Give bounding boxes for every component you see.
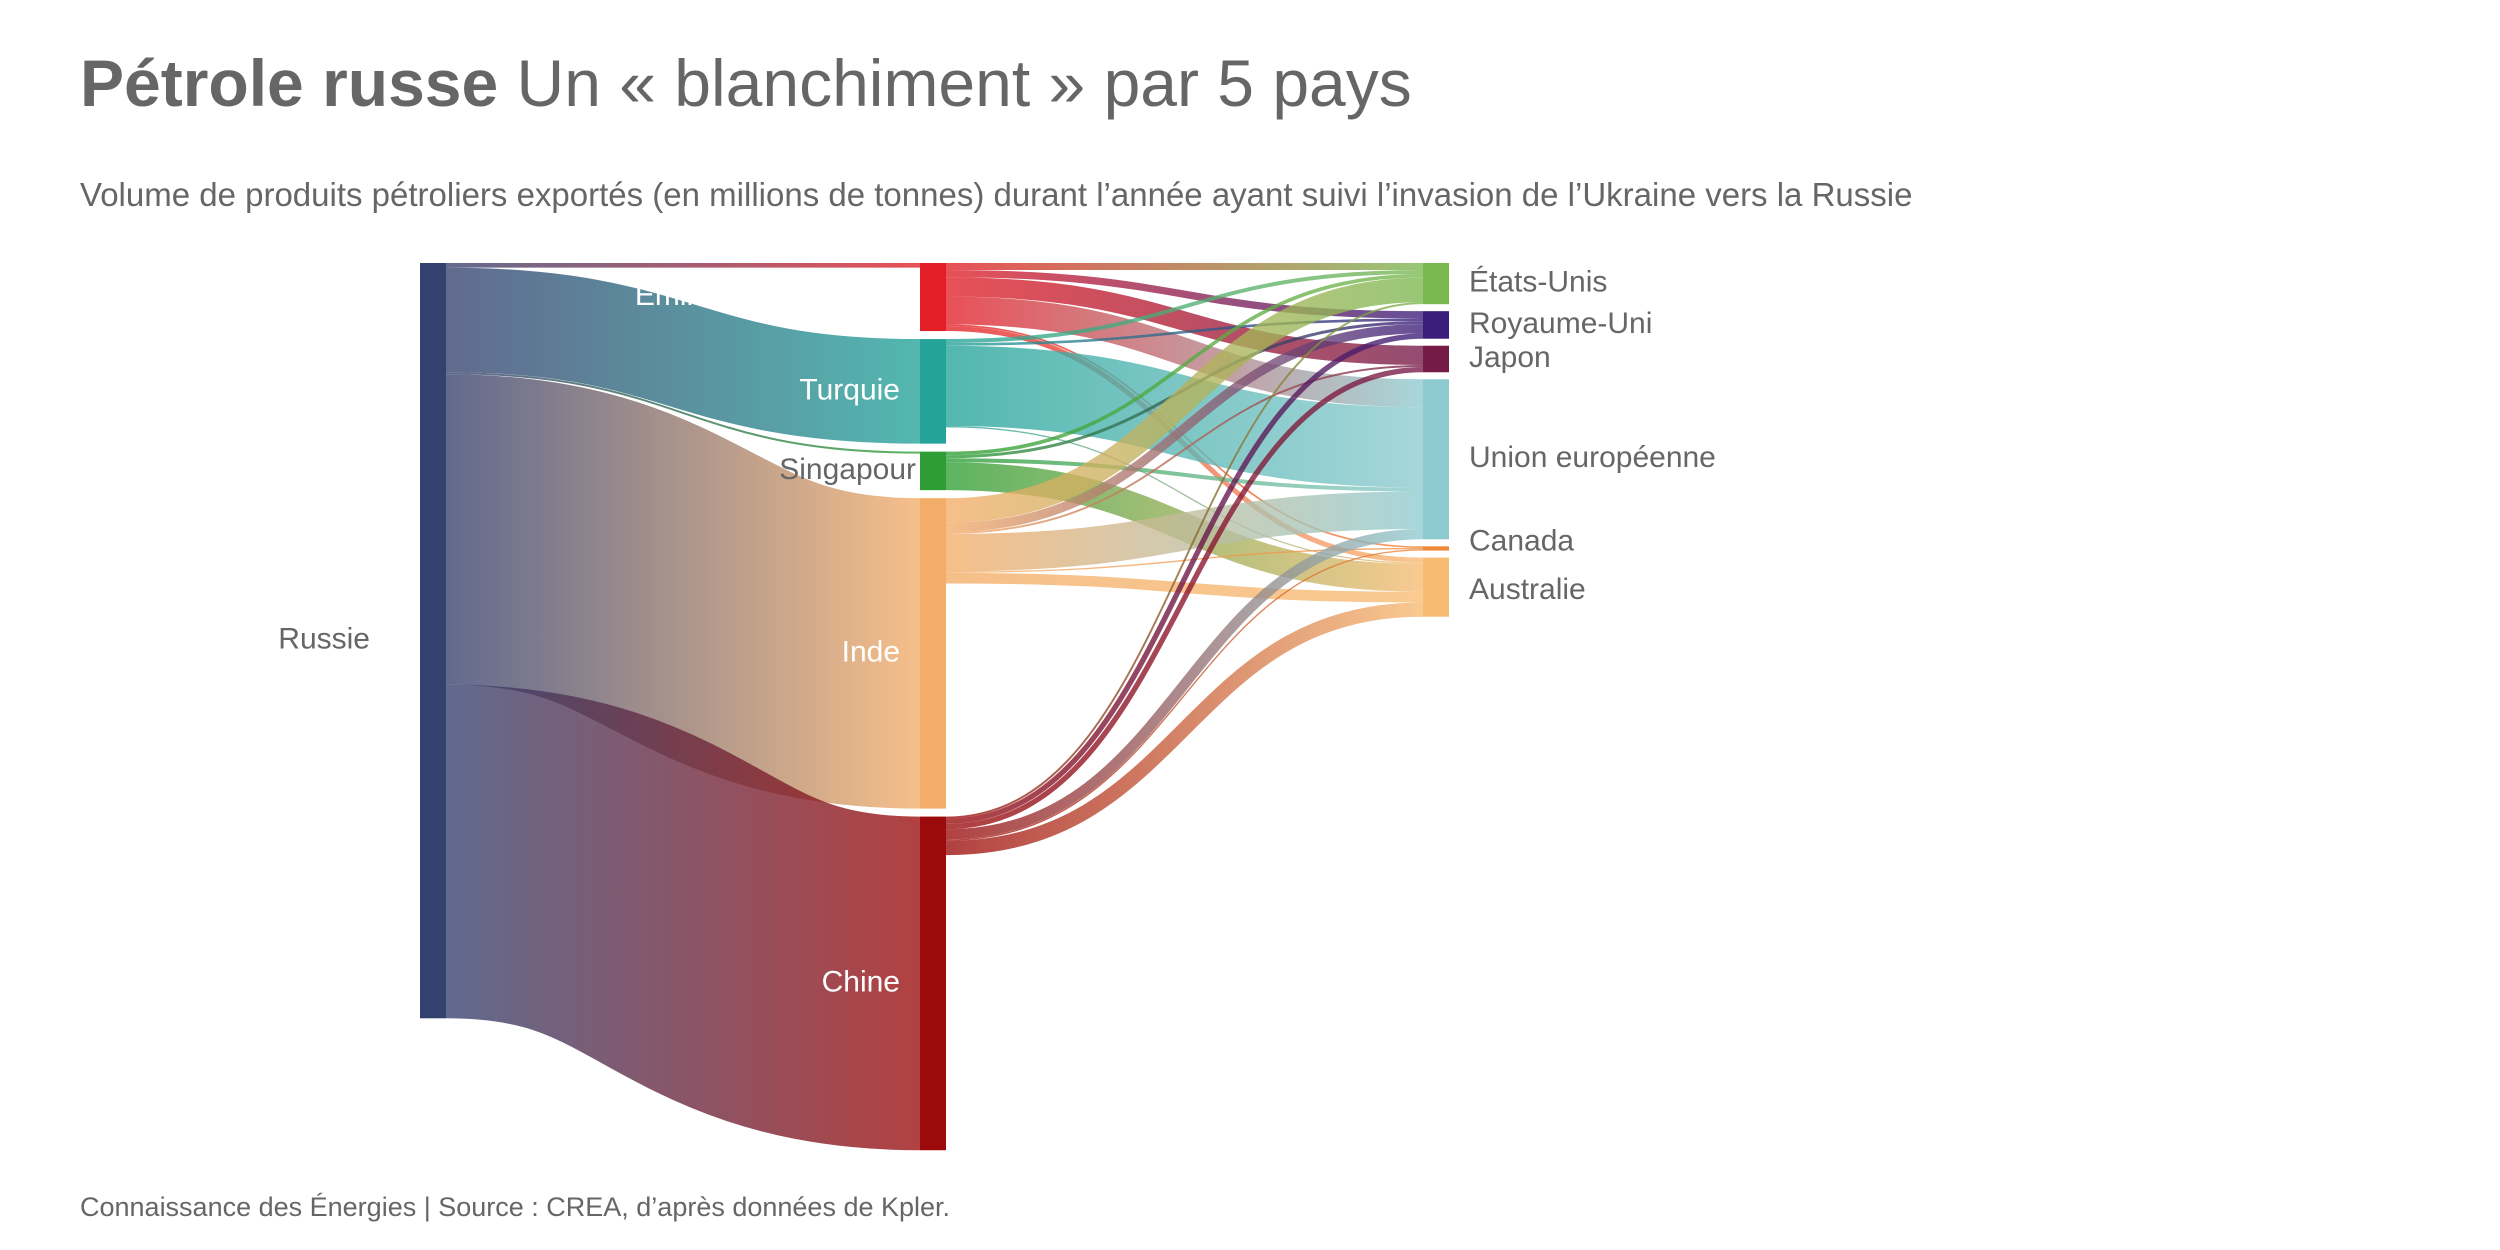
flow-inde-uk: [945, 324, 1424, 533]
node-label-inde: Inde: [842, 635, 900, 668]
node-label-emirats: Émirats arabes unis: [635, 279, 900, 312]
node-label-ue: Union européenne: [1469, 441, 1716, 474]
node-canada: [1423, 546, 1449, 551]
chart-title-bold: Pétrole russe: [80, 46, 499, 120]
flow-russie-singapour: [445, 372, 921, 454]
node-label-japon: Japon: [1469, 341, 1551, 374]
flow-singapour-ue: [945, 458, 1424, 492]
flow-chine-japon: [945, 366, 1424, 830]
node-singapour: [920, 451, 946, 491]
node-label-canada: Canada: [1469, 524, 1574, 557]
node-label-singapour: Singapour: [779, 453, 916, 486]
node-emirats: [920, 263, 946, 332]
node-usa: [1423, 263, 1449, 305]
source-footer: Connaissance des Énergies | Source : CRE…: [80, 1192, 951, 1222]
chart-title: Pétrole russe Un « blanchiment » par 5 p…: [80, 38, 1412, 128]
labels-layer: Russie Émirats arabes unis Turquie Singapou…: [278, 266, 1716, 999]
flow-emirats-ue: [945, 296, 1424, 408]
node-ue: [1423, 379, 1449, 540]
node-australie: [1423, 557, 1449, 617]
nodes-layer: [420, 263, 1449, 1151]
flow-inde-japon: [945, 364, 1424, 535]
flow-russie-turquie: [445, 267, 921, 444]
flow-chine-australie: [945, 602, 1424, 856]
node-label-chine: Chine: [822, 965, 900, 998]
node-label-russie: Russie: [278, 623, 370, 656]
flow-turquie-uk: [945, 318, 1424, 346]
node-label-uk: Royaume-Uni: [1469, 307, 1652, 340]
node-uk: [1423, 311, 1449, 339]
node-label-usa: États-Unis: [1469, 266, 1607, 299]
flow-russie-chine: [442, 684, 924, 1151]
flow-turquie-australie: [945, 426, 1424, 564]
flow-chine-uk: [945, 333, 1424, 824]
flow-chine-usa: [945, 302, 1424, 819]
node-chine: [920, 816, 946, 1151]
flow-emirats-japon: [945, 277, 1424, 365]
node-turquie: [920, 339, 946, 444]
flow-chine-ue: [945, 529, 1424, 840]
flow-chine-canada: [945, 549, 1424, 841]
flow-inde-ue: [945, 491, 1424, 572]
node-inde: [920, 498, 946, 809]
flow-turquie-usa: [945, 269, 1424, 344]
flow-inde-australie: [945, 572, 1424, 603]
node-russie: [420, 263, 446, 1019]
flow-russie-inde: [443, 374, 923, 809]
node-japon: [1423, 345, 1449, 373]
links-layer: [442, 262, 1424, 1151]
flow-singapour-usa: [945, 273, 1424, 456]
flow-inde-usa: [945, 277, 1424, 523]
node-label-turquie: Turquie: [799, 373, 900, 406]
node-label-australie: Australie: [1469, 573, 1586, 606]
chart-title-rest: Un « blanchiment » par 5 pays: [498, 46, 1412, 120]
chart-subtitle: Volume de produits pétroliers exportés (…: [80, 176, 1913, 213]
